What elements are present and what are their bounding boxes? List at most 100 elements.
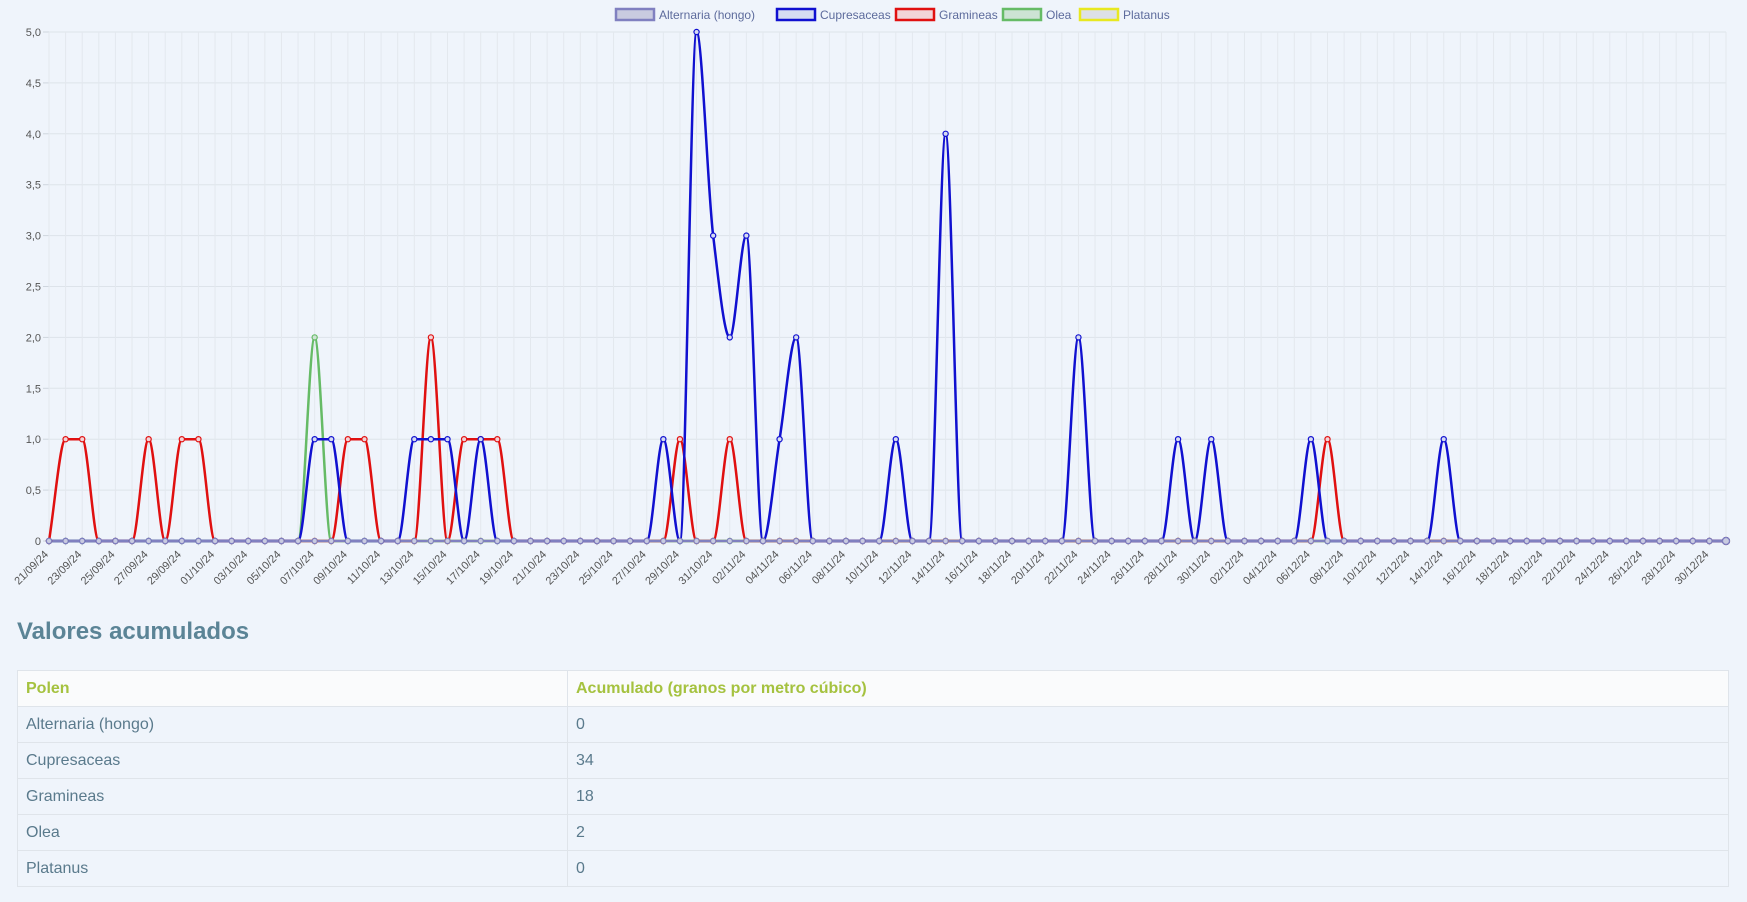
data-point-alternaria-hongo[interactable] <box>1241 537 1248 545</box>
data-point-cupresaceas[interactable] <box>1307 436 1315 443</box>
data-point-alternaria-hongo[interactable] <box>1556 537 1564 545</box>
data-point-alternaria-hongo[interactable] <box>195 537 202 545</box>
data-point-alternaria-hongo[interactable] <box>294 537 302 545</box>
data-point-cupresaceas[interactable] <box>1440 436 1447 443</box>
chart-legend[interactable]: Alternaria (hongo) Cupresaceas Gramineas Ol… <box>614 7 1170 22</box>
data-point-cupresaceas[interactable] <box>427 436 435 443</box>
legend-item-olea[interactable]: Olea <box>1001 7 1072 22</box>
data-point-alternaria-hongo[interactable] <box>1058 537 1066 545</box>
data-point-alternaria-hongo[interactable] <box>444 537 451 545</box>
data-point-gramineas[interactable] <box>145 436 152 443</box>
data-point-alternaria-hongo[interactable] <box>1125 537 1132 545</box>
data-point-gramineas[interactable] <box>1324 436 1331 443</box>
data-point-alternaria-hongo[interactable] <box>510 537 518 545</box>
data-point-gramineas[interactable] <box>62 436 69 443</box>
data-point-alternaria-hongo[interactable] <box>809 537 816 545</box>
data-point-alternaria-hongo[interactable] <box>411 537 418 545</box>
data-point-alternaria-hongo[interactable] <box>792 537 800 545</box>
data-point-alternaria-hongo[interactable] <box>261 537 269 545</box>
data-point-alternaria-hongo[interactable] <box>1473 537 1481 545</box>
data-point-cupresaceas[interactable] <box>1208 436 1215 443</box>
data-point-alternaria-hongo[interactable] <box>1291 537 1298 545</box>
data-point-alternaria-hongo[interactable] <box>660 537 667 545</box>
data-point-alternaria-hongo[interactable] <box>79 537 86 545</box>
data-point-alternaria-hongo[interactable] <box>1340 537 1348 545</box>
data-point-alternaria-hongo[interactable] <box>228 537 235 545</box>
data-point-alternaria-hongo[interactable] <box>942 537 949 545</box>
data-point-alternaria-hongo[interactable] <box>245 537 252 545</box>
legend-item-alternaria-hongo[interactable]: Alternaria (hongo) <box>614 7 755 22</box>
data-point-alternaria-hongo[interactable] <box>1208 537 1215 545</box>
data-point-alternaria-hongo[interactable] <box>875 537 883 545</box>
data-point-gramineas[interactable] <box>676 436 684 443</box>
data-point-cupresaceas[interactable] <box>311 436 318 443</box>
data-point-alternaria-hongo[interactable] <box>959 537 966 545</box>
data-point-cupresaceas[interactable] <box>1174 436 1182 443</box>
data-point-alternaria-hongo[interactable] <box>162 537 169 545</box>
data-point-alternaria-hongo[interactable] <box>1191 537 1198 545</box>
data-point-cupresaceas[interactable] <box>328 436 335 443</box>
data-point-alternaria-hongo[interactable] <box>975 537 983 545</box>
data-point-alternaria-hongo[interactable] <box>1390 537 1398 545</box>
data-point-alternaria-hongo[interactable] <box>1141 537 1149 545</box>
data-point-alternaria-hongo[interactable] <box>709 537 717 545</box>
data-point-alternaria-hongo[interactable] <box>1706 537 1713 545</box>
legend-item-gramineas[interactable]: Gramineas <box>894 7 998 22</box>
data-point-alternaria-hongo[interactable] <box>1357 537 1364 545</box>
data-point-alternaria-hongo[interactable] <box>1407 537 1414 545</box>
data-point-cupresaceas[interactable] <box>660 436 667 443</box>
data-point-alternaria-hongo[interactable] <box>726 537 733 545</box>
data-point-alternaria-hongo[interactable] <box>128 537 136 545</box>
data-point-alternaria-hongo[interactable] <box>1423 537 1431 545</box>
data-point-alternaria-hongo[interactable] <box>278 537 285 545</box>
data-point-alternaria-hongo[interactable] <box>1656 537 1663 545</box>
data-point-alternaria-hongo[interactable] <box>693 537 700 545</box>
data-point-alternaria-hongo[interactable] <box>1324 537 1331 545</box>
data-point-alternaria-hongo[interactable] <box>1091 537 1099 545</box>
data-point-alternaria-hongo[interactable] <box>826 537 833 545</box>
data-point-gramineas[interactable] <box>344 436 352 443</box>
data-point-alternaria-hongo[interactable] <box>992 537 999 545</box>
data-point-alternaria-hongo[interactable] <box>62 537 69 545</box>
data-point-alternaria-hongo[interactable] <box>1606 537 1613 545</box>
data-point-alternaria-hongo[interactable] <box>145 537 152 545</box>
data-point-alternaria-hongo[interactable] <box>1623 537 1630 545</box>
data-point-alternaria-hongo[interactable] <box>577 537 584 545</box>
data-point-alternaria-hongo[interactable] <box>560 537 567 545</box>
data-point-cupresaceas[interactable] <box>942 130 949 137</box>
data-point-alternaria-hongo[interactable] <box>1307 537 1315 545</box>
data-point-alternaria-hongo[interactable] <box>377 537 385 545</box>
data-point-alternaria-hongo[interactable] <box>1721 536 1731 546</box>
data-point-cupresaceas[interactable] <box>709 232 717 239</box>
data-point-cupresaceas[interactable] <box>726 334 733 341</box>
data-point-alternaria-hongo[interactable] <box>95 537 103 545</box>
data-point-alternaria-hongo[interactable] <box>842 537 850 545</box>
data-point-alternaria-hongo[interactable] <box>1174 537 1182 545</box>
data-point-alternaria-hongo[interactable] <box>1490 537 1497 545</box>
chart-data-points[interactable] <box>45 28 1731 546</box>
data-point-alternaria-hongo[interactable] <box>1108 537 1115 545</box>
data-point-alternaria-hongo[interactable] <box>593 537 601 545</box>
data-point-gramineas[interactable] <box>178 436 186 443</box>
data-point-alternaria-hongo[interactable] <box>344 537 352 545</box>
data-point-alternaria-hongo[interactable] <box>626 537 634 545</box>
data-point-alternaria-hongo[interactable] <box>1639 537 1647 545</box>
data-point-alternaria-hongo[interactable] <box>494 537 501 545</box>
legend-item-platanus[interactable]: Platanus <box>1078 7 1170 22</box>
data-point-alternaria-hongo[interactable] <box>543 537 551 545</box>
data-point-gramineas[interactable] <box>361 436 368 443</box>
data-point-alternaria-hongo[interactable] <box>112 537 119 545</box>
legend-item-cupresaceas[interactable]: Cupresaceas <box>775 7 891 22</box>
data-point-alternaria-hongo[interactable] <box>909 537 916 545</box>
data-point-cupresaceas[interactable] <box>776 436 783 443</box>
data-point-cupresaceas[interactable] <box>892 436 900 443</box>
data-point-alternaria-hongo[interactable] <box>610 537 617 545</box>
data-point-alternaria-hongo[interactable] <box>1672 537 1680 545</box>
data-point-alternaria-hongo[interactable] <box>178 537 186 545</box>
data-point-alternaria-hongo[interactable] <box>1440 537 1447 545</box>
data-point-cupresaceas[interactable] <box>477 436 484 443</box>
data-point-alternaria-hongo[interactable] <box>1274 537 1281 545</box>
data-point-alternaria-hongo[interactable] <box>925 537 933 545</box>
data-point-alternaria-hongo[interactable] <box>477 537 484 545</box>
data-point-alternaria-hongo[interactable] <box>643 537 650 545</box>
